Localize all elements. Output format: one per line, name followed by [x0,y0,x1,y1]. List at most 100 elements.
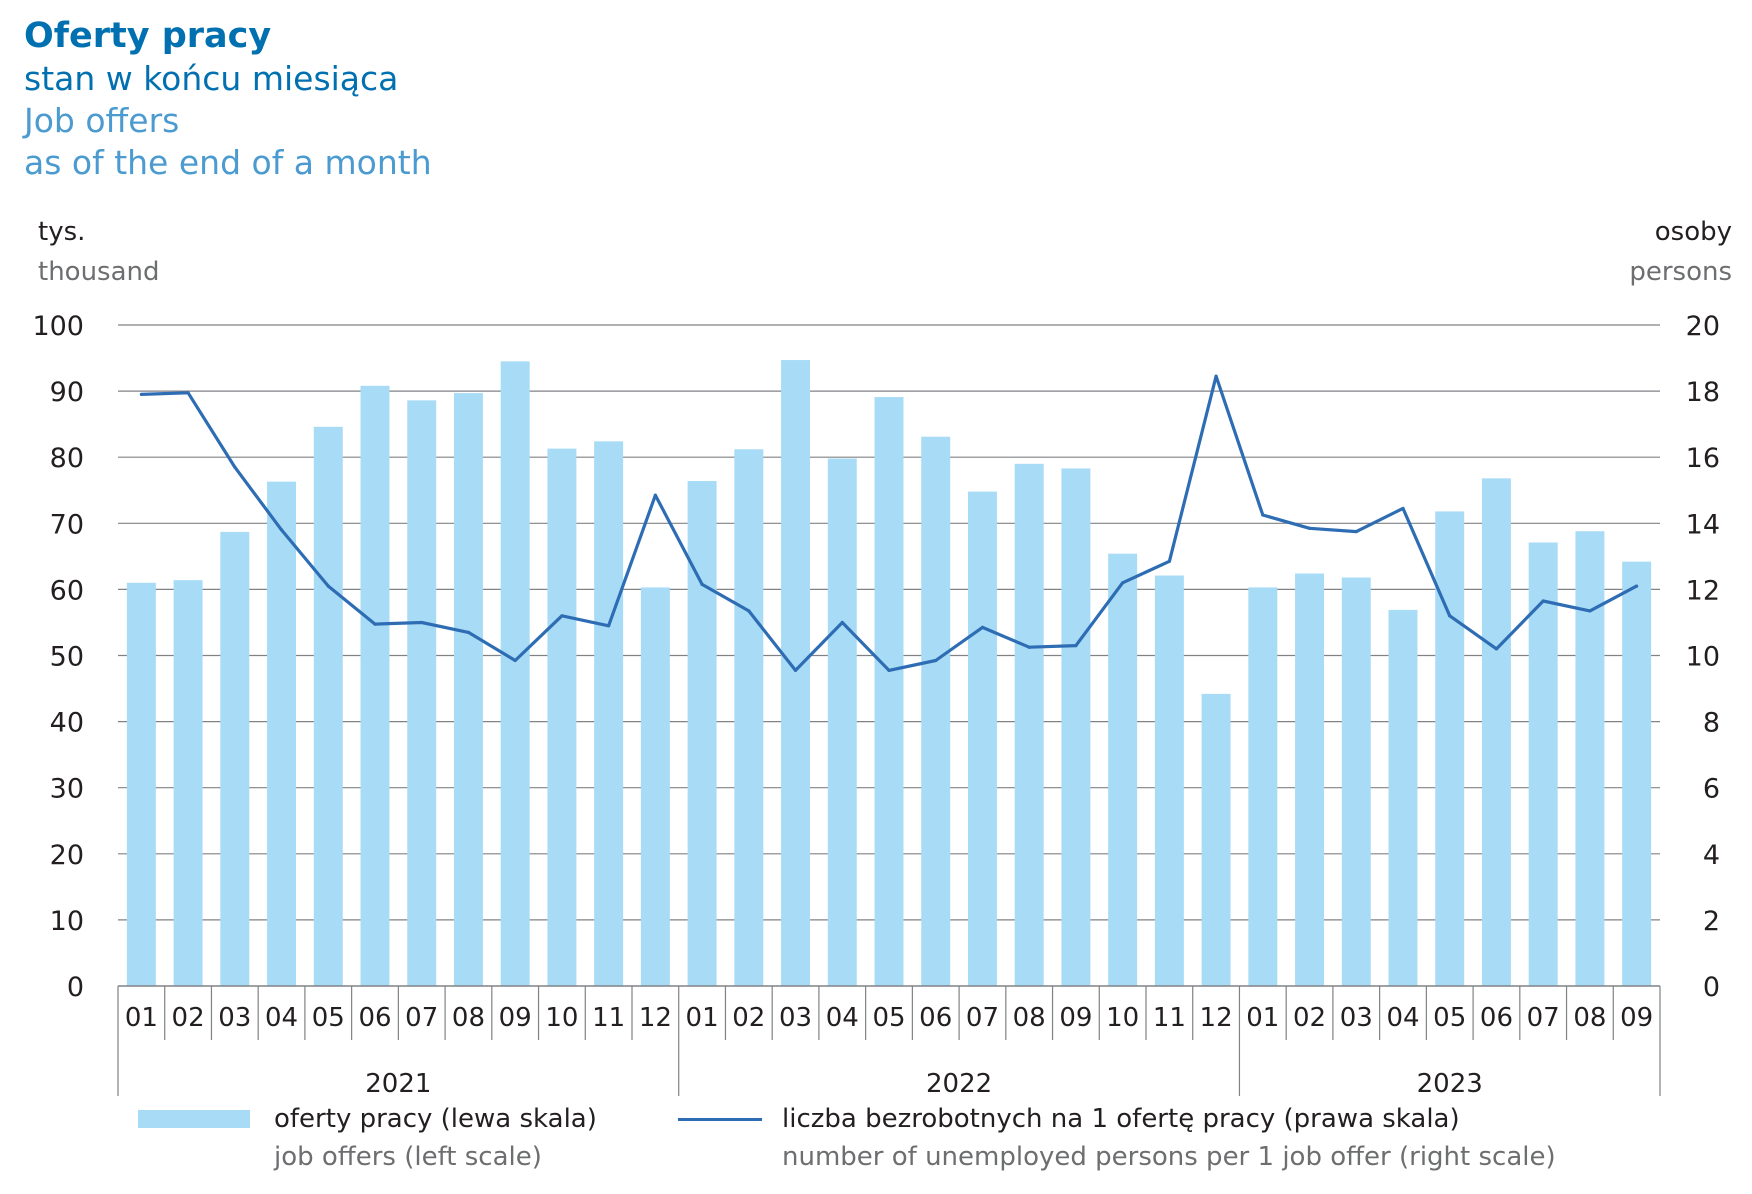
line-point [793,668,798,672]
y-right-tick-label: 14 [1686,509,1720,540]
bar-job-offers [267,481,297,986]
bar-job-offers [126,582,156,986]
bar-job-offers [1528,542,1558,986]
bar-job-offers [1154,575,1184,986]
y-left-tick-label: 10 [50,906,84,937]
line-point [1261,513,1265,517]
line-point [326,584,330,588]
x-tick-label: 07 [966,1003,999,1033]
line-point [186,391,190,395]
x-tick-label: 04 [1386,1003,1419,1033]
line-point [700,582,704,587]
bar-job-offers [1295,573,1325,986]
line-point [233,465,237,469]
chart-subtitle-en: as of the end of a month [24,143,432,182]
bar-job-offers [313,426,343,986]
x-tick-label: 10 [1106,1003,1139,1033]
x-tick-label: 12 [639,1003,672,1033]
left-axis-unit: tys. thousand [38,212,160,292]
chart-subtitle-pl: stan w końcu miesiąca [24,59,399,98]
bar-job-offers [407,400,437,986]
y-left-tick-label: 90 [50,377,84,408]
bar-job-offers [687,480,717,986]
line-point [420,620,424,625]
y-right-tick-label: 18 [1686,377,1720,408]
line-point [1167,559,1171,563]
bar-job-offers [1481,478,1511,986]
x-tick-label: 02 [732,1003,765,1033]
x-tick-label: 01 [686,1003,719,1033]
y-left-tick-label: 20 [50,840,84,871]
y-left-tick-label: 70 [50,509,84,540]
bar-job-offers [1014,463,1044,986]
bar-job-offers [547,448,577,986]
x-tick-label: 09 [1059,1003,1092,1033]
x-tick-label: 06 [919,1003,952,1033]
line-point [840,620,844,625]
y-left-tick-label: 100 [32,311,84,342]
x-tick-label: 07 [1527,1003,1560,1033]
year-label: 2021 [365,1069,431,1099]
bar-job-offers [1341,577,1371,986]
legend-label-job-offers-en: job offers (left scale) [274,1142,542,1172]
bar-job-offers [827,458,857,987]
line-point [1588,609,1592,613]
year-label: 2022 [926,1069,992,1099]
x-tick-label: 06 [358,1003,391,1033]
line-point [466,630,471,634]
x-tick-label: 02 [1293,1003,1326,1033]
bar-job-offers [1622,561,1652,986]
y-left-tick-label: 40 [50,708,84,739]
y-right-tick-label: 12 [1686,575,1720,606]
bar-job-offers [594,441,624,986]
x-tick-label: 02 [172,1003,205,1033]
line-point [1121,581,1125,585]
line-point [607,624,611,628]
x-tick-label: 01 [125,1003,158,1033]
bar-job-offers [781,360,811,987]
y-right-tick-label: 10 [1686,642,1720,673]
x-tick-label: 08 [452,1003,485,1033]
line-point [373,622,377,626]
bar-job-offers [173,580,203,986]
x-tick-label: 12 [1200,1003,1233,1033]
bar-job-offers [220,531,250,986]
x-tick-label: 01 [1246,1003,1279,1033]
bar-job-offers [874,397,904,986]
bar-job-offers [1388,609,1418,986]
bar-job-offers [360,385,390,986]
bar-job-offers [500,361,530,987]
line-point [1448,614,1452,618]
line-point [980,625,985,630]
left-axis-unit-en: thousand [38,257,160,287]
bar-job-offers [1108,553,1138,986]
bar-job-offers [1248,587,1278,986]
x-tick-label: 11 [1153,1003,1186,1033]
x-tick-label: 03 [779,1003,812,1033]
x-tick-label: 09 [1620,1003,1653,1033]
line-point [513,658,517,663]
line-point [747,609,751,613]
bar-job-offers [734,449,764,986]
x-tick-label: 07 [405,1003,438,1033]
legend-label-job-offers-pl: oferty pracy (lewa skala) [274,1104,597,1134]
x-tick-label: 09 [499,1003,532,1033]
legend-label-unemployed-en: number of unemployed persons per 1 job o… [782,1142,1556,1172]
x-tick-label: 05 [1433,1003,1466,1033]
y-left-tick-label: 80 [50,443,84,474]
left-axis-unit-pl: tys. [38,217,86,247]
y-right-tick-label: 6 [1703,774,1720,805]
x-tick-label: 08 [1013,1003,1046,1033]
bar-job-offers [1201,693,1231,986]
line-point [1027,645,1031,649]
y-left-tick-label: 50 [50,642,84,673]
x-tick-label: 03 [218,1003,251,1033]
right-axis-unit: osoby persons [1629,212,1732,292]
x-tick-label: 04 [826,1003,859,1033]
x-tick-label: 03 [1340,1003,1373,1033]
line-point [1635,584,1639,588]
line-point [1541,599,1545,603]
y-right-tick-label: 0 [1703,972,1720,1003]
y-right-tick-label: 4 [1703,840,1720,871]
line-point [1494,647,1499,651]
